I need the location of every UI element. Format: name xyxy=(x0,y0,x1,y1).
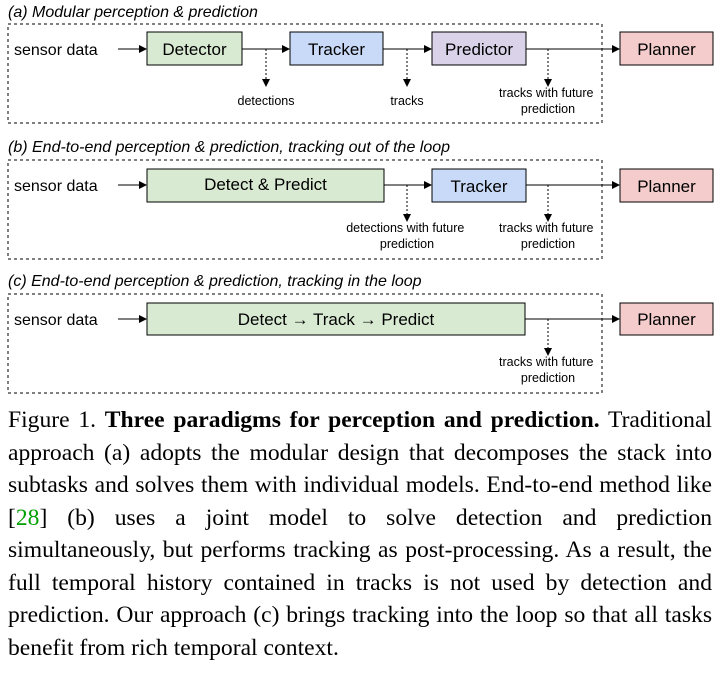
panel-c-frame xyxy=(7,293,603,394)
tracker-box-b xyxy=(431,168,527,203)
tracker-label: Tracker xyxy=(308,40,365,59)
panel-a-frame xyxy=(7,23,603,124)
panel-b-detections-label: detections with future prediction xyxy=(346,221,468,251)
predictor-box xyxy=(431,31,527,66)
panel-b-title: (b) End-to-end perception & prediction, … xyxy=(8,139,450,156)
planner-box-b xyxy=(619,168,714,203)
citation-link[interactable]: 28 xyxy=(15,504,40,531)
panel-b-input-label: sensor data xyxy=(14,178,98,195)
planner-label-b: Planner xyxy=(637,177,696,196)
planner-box-a xyxy=(619,31,714,66)
caption-title: Three paradigms for perception and predi… xyxy=(104,407,600,433)
detect-predict-label: Detect & Predict xyxy=(204,175,327,194)
caption-label: Figure 1. xyxy=(8,407,97,433)
panel-c-future-label: tracks with future prediction xyxy=(499,355,597,385)
planner-label-c: Planner xyxy=(637,310,696,329)
panel-b-frame xyxy=(7,159,603,260)
panel-c: (c) End-to-end perception & prediction, … xyxy=(7,273,714,394)
detect-track-predict-label: Detect → Track → Predict xyxy=(238,310,435,329)
panel-c-title: (c) End-to-end perception & prediction, … xyxy=(8,273,422,290)
panel-a-title: (a) Modular perception & prediction xyxy=(8,4,258,21)
panel-b-future-label: tracks with future prediction xyxy=(499,221,597,251)
panel-b: (b) End-to-end perception & prediction, … xyxy=(7,139,714,260)
caption-body-end: ] (b) uses a joint model to solve detect… xyxy=(8,504,712,661)
panel-c-input-label: sensor data xyxy=(14,312,98,329)
panel-a-input-label: sensor data xyxy=(14,42,98,59)
panel-a-future-label: tracks with future prediction xyxy=(499,86,597,116)
tracker-box xyxy=(289,31,384,66)
predictor-label: Predictor xyxy=(445,40,513,59)
detector-box xyxy=(146,31,243,66)
panel-a-detections-label: detections xyxy=(238,94,295,108)
panel-a: (a) Modular perception & prediction sens… xyxy=(7,4,714,124)
detect-predict-box xyxy=(146,168,385,203)
figure-caption: Figure 1. Three paradigms for perception… xyxy=(8,404,712,664)
planner-label-a: Planner xyxy=(637,40,696,59)
tracker-label-b: Tracker xyxy=(451,177,508,196)
panel-a-tracks-label: tracks xyxy=(390,94,423,108)
caption-body-start: Traditional approach (a) adopts the modu… xyxy=(8,407,712,531)
detector-label: Detector xyxy=(162,40,227,59)
diagram: (a) Modular perception & prediction sens… xyxy=(7,4,714,394)
planner-box-c xyxy=(619,302,714,336)
